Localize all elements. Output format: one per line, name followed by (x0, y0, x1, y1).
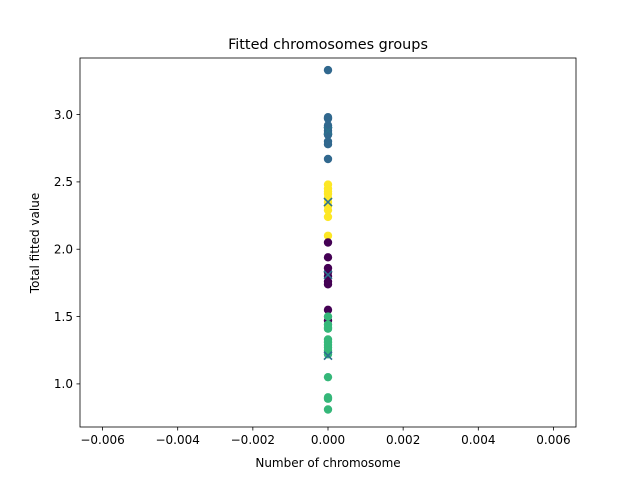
x-axis-title: Number of chromosome (255, 456, 400, 470)
y-tick-label: 1.5 (54, 310, 73, 324)
y-axis-title: Total fitted value (28, 193, 42, 294)
plot-area (323, 65, 333, 414)
data-point-group-1 (323, 114, 333, 123)
data-point-group-3 (323, 238, 333, 247)
centroid-stroke (323, 126, 333, 136)
data-point-group-3 (323, 305, 333, 315)
x-tick-label: −0.006 (80, 433, 124, 447)
x-tick-label: 0.002 (386, 433, 420, 447)
data-point-group-3 (323, 280, 333, 289)
centroid-marker (323, 351, 333, 361)
data-point-group-4 (323, 372, 333, 382)
centroid-stroke (323, 351, 333, 361)
data-point-group-1 (323, 65, 333, 75)
data-point-group-4 (323, 350, 333, 359)
y-tick-label: 2.5 (54, 175, 73, 189)
data-point-group-3 (323, 253, 333, 262)
x-tick-label: 0.004 (461, 433, 495, 447)
chart-title: Fitted chromosomes groups (228, 37, 428, 53)
y-tick-label: 3.0 (54, 108, 73, 122)
axes: −0.006 −0.004 −0.002 0.000 0.002 0.004 0.006 1.… (54, 57, 577, 447)
data-point-group-2 (323, 205, 333, 215)
data-point-group-4 (323, 394, 333, 403)
x-tick-label: 0.006 (536, 433, 570, 447)
centroid-stroke (323, 197, 333, 207)
data-point-group-1 (323, 139, 333, 149)
data-point-group-1 (323, 154, 333, 164)
data-point-group-2 (323, 212, 333, 222)
centroid-marker (323, 270, 333, 280)
data-point-group-4 (323, 324, 333, 333)
data-point-group-4 (323, 405, 333, 414)
x-tick-label: 0.000 (311, 433, 345, 447)
data-point-group-4 (323, 312, 333, 321)
x-tick-label: −0.004 (155, 433, 199, 447)
data-point-group-2 (323, 231, 333, 240)
centroid-marker (323, 126, 333, 136)
centroid-marker (323, 197, 333, 207)
x-tick-label: −0.002 (231, 433, 275, 447)
y-tick-label: 1.0 (54, 377, 73, 391)
centroid-stroke (323, 270, 333, 280)
y-tick-label: 2.0 (54, 243, 73, 257)
